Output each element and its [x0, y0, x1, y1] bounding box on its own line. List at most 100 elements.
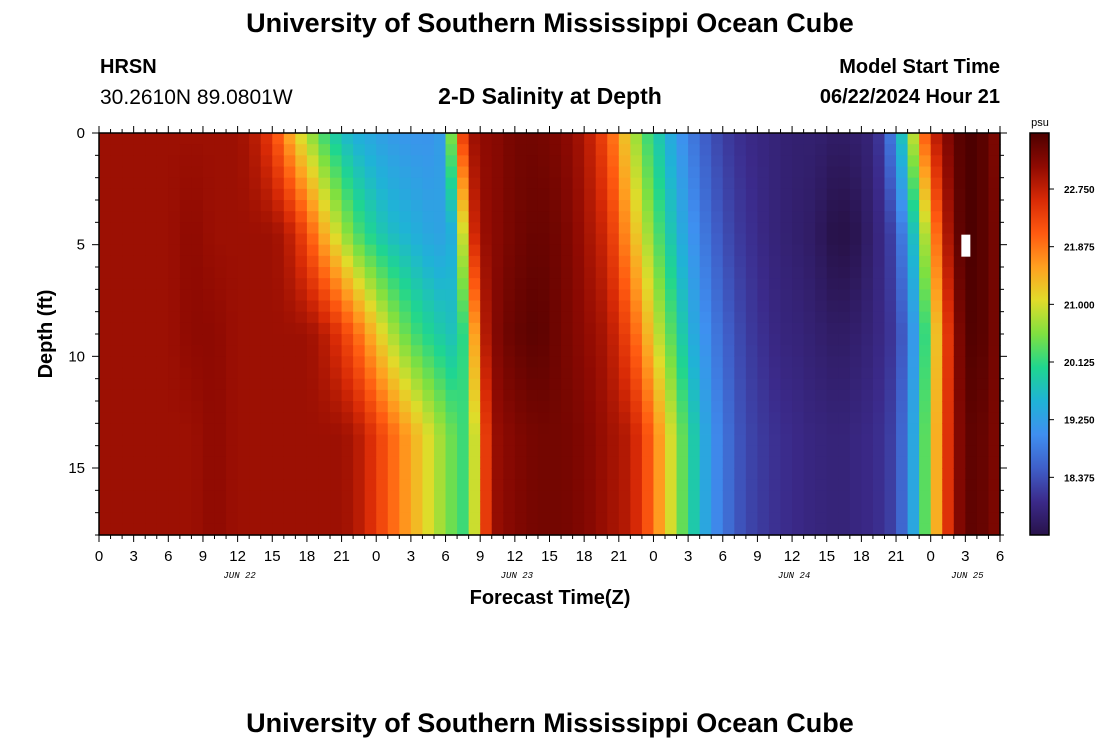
heatmap-cell [965, 322, 978, 335]
heatmap-cell [919, 345, 932, 357]
heatmap-cell [976, 133, 990, 145]
heatmap-cell [353, 211, 366, 223]
heatmap-cell [480, 523, 493, 536]
heatmap-cell [641, 490, 655, 503]
heatmap-cell [480, 479, 493, 491]
heatmap-cell [665, 188, 678, 201]
heatmap-cell [364, 244, 377, 257]
heatmap-cell [122, 311, 135, 324]
heatmap-cell [110, 278, 123, 290]
heatmap-cell [433, 479, 447, 491]
heatmap-cell [306, 166, 320, 179]
heatmap-cell [330, 255, 343, 268]
heatmap-cell [919, 468, 932, 480]
heatmap-cell [457, 401, 470, 413]
heatmap-cell [745, 456, 759, 469]
heatmap-cell [526, 211, 539, 223]
heatmap-cell [861, 334, 874, 346]
x-tick-label: 9 [199, 548, 207, 565]
heatmap-cell [133, 211, 146, 223]
heatmap-cell [433, 322, 447, 335]
heatmap-cell [815, 289, 828, 302]
heatmap-cell [410, 177, 424, 190]
heatmap-cell [953, 267, 966, 279]
heatmap-cell [202, 378, 216, 391]
heatmap-cell [896, 401, 909, 413]
heatmap-cell [722, 278, 735, 290]
heatmap-cell [561, 267, 574, 279]
heatmap-cell [514, 512, 527, 525]
heatmap-cell [330, 345, 343, 357]
heatmap-cell [445, 278, 458, 290]
heatmap-cell [665, 345, 678, 357]
heatmap-cell [341, 144, 354, 156]
heatmap-cell [711, 423, 724, 436]
heatmap-cell [156, 367, 169, 380]
heatmap-cell [433, 133, 447, 145]
heatmap-cell [272, 155, 285, 168]
heatmap-cell [480, 144, 493, 156]
heatmap-cell [676, 490, 689, 503]
heatmap-cell [942, 222, 955, 235]
heatmap-cell [353, 412, 366, 424]
heatmap-cell [503, 233, 516, 246]
heatmap-cell [711, 278, 724, 290]
heatmap-cell [202, 133, 216, 145]
heatmap-cell [584, 188, 597, 201]
heatmap-cell [757, 133, 770, 145]
heatmap-cell [480, 200, 493, 212]
heatmap-cell [942, 255, 955, 268]
heatmap-cell [214, 423, 227, 436]
heatmap-cell [249, 133, 262, 145]
x-date-label: JUN 25 [951, 571, 984, 581]
heatmap-cell [445, 523, 458, 536]
heatmap-cell [122, 468, 135, 480]
heatmap-cell [584, 233, 597, 246]
heatmap-cell [364, 389, 377, 402]
heatmap-cell [988, 523, 1001, 536]
heatmap-cell [641, 345, 655, 357]
heatmap-cell [942, 389, 955, 402]
heatmap-cell [595, 255, 608, 268]
heatmap-cell [641, 367, 655, 380]
heatmap-cell [202, 479, 216, 491]
heatmap-cell [595, 267, 608, 279]
heatmap-cell [272, 490, 285, 503]
heatmap-cell [122, 244, 135, 257]
heatmap-cell [896, 389, 909, 402]
heatmap-cell [364, 523, 377, 536]
heatmap-cell [168, 133, 181, 145]
heatmap-cell [226, 479, 239, 491]
heatmap-cell [549, 423, 562, 436]
heatmap-cell [260, 512, 273, 525]
heatmap-cell [445, 389, 458, 402]
heatmap-cell [734, 255, 747, 268]
heatmap-cell [861, 412, 874, 424]
heatmap-cell [826, 378, 839, 391]
heatmap-cell [110, 300, 123, 313]
heatmap-cell [433, 244, 447, 257]
heatmap-cell [306, 434, 320, 447]
heatmap-cell [595, 468, 608, 480]
heatmap-cell [295, 512, 308, 525]
heatmap-cell [607, 367, 620, 380]
heatmap-cell [99, 133, 112, 145]
heatmap-cell [353, 311, 366, 324]
heatmap-cell [445, 501, 458, 514]
heatmap-cell [792, 512, 805, 525]
heatmap-cell [214, 378, 227, 391]
heatmap-cell [399, 188, 412, 201]
heatmap-cell [988, 423, 1001, 436]
heatmap-cell [815, 345, 828, 357]
heatmap-cell [792, 200, 805, 212]
heatmap-cell [872, 133, 886, 145]
heatmap-cell [976, 479, 990, 491]
heatmap-cell [965, 389, 978, 402]
heatmap-cell [422, 289, 435, 302]
heatmap-cell [965, 345, 978, 357]
heatmap-cell [792, 311, 805, 324]
heatmap-cell [99, 401, 112, 413]
heatmap-cell [584, 166, 597, 179]
heatmap-cell [145, 244, 158, 257]
heatmap-cell [607, 412, 620, 424]
